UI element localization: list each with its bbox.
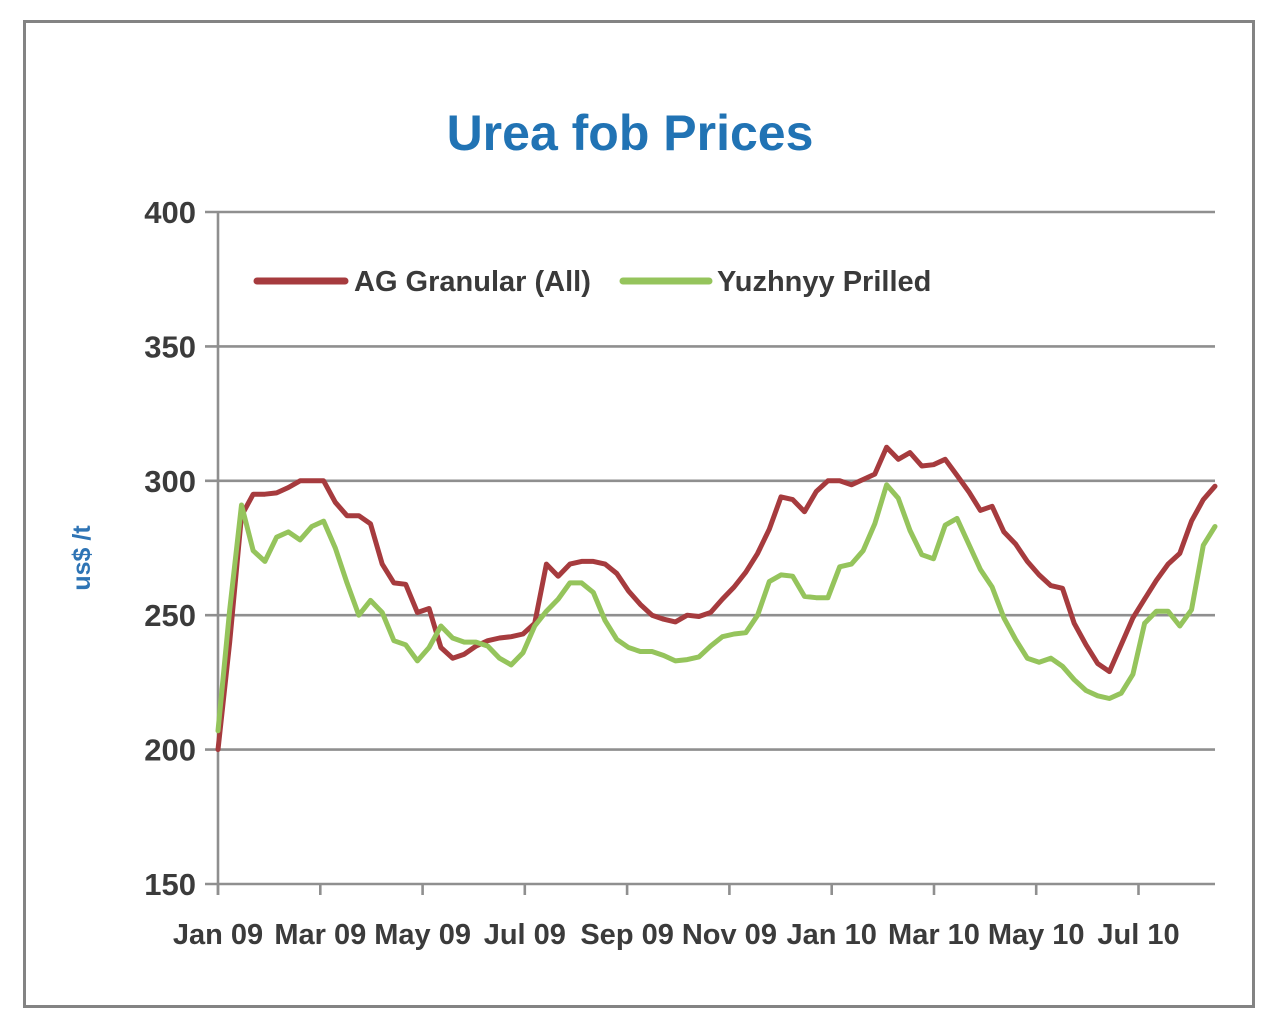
- x-tick-label-Mar-09: Mar 09: [274, 919, 366, 951]
- y-tick-label-350: 350: [144, 329, 196, 364]
- plot-area: 400 350 300 250 200 150 Jan 09 Mar 09 May 09 Jul …: [144, 195, 1218, 951]
- legend-label-yuzhnyy: Yuzhnyy Prilled: [717, 266, 931, 298]
- figure-border: [23, 20, 1255, 1008]
- chart-title: Urea fob Prices: [447, 105, 814, 161]
- y-tick-label-400: 400: [144, 195, 196, 230]
- series-line-ag-granular-all: [215, 444, 1218, 753]
- legend-label-ag-granular: AG Granular (All): [354, 266, 591, 298]
- x-tick-label-Jul-09: Jul 09: [484, 919, 566, 951]
- y-tick-label-200: 200: [144, 733, 196, 768]
- series-line-yuzhnyy-prilled: [215, 482, 1218, 734]
- x-tick-label-Jan-10: Jan 10: [787, 919, 877, 951]
- y-tick-label-300: 300: [144, 464, 196, 499]
- x-tick-label-Mar-10: Mar 10: [888, 919, 980, 951]
- y-tick-label-250: 250: [144, 598, 196, 633]
- y-tick-label-150: 150: [144, 867, 196, 902]
- x-tick-label-Jan-09: Jan 09: [173, 919, 263, 951]
- y-axis-title: us$ /t: [68, 525, 96, 591]
- x-tick-label-May-10: May 10: [988, 919, 1085, 951]
- legend: AG Granular (All) Yuzhnyy Prilled: [253, 266, 931, 298]
- x-tick-label-Jul-10: Jul 10: [1097, 919, 1179, 951]
- x-tick-label-Sep-09: Sep 09: [580, 919, 674, 951]
- x-tick-label-Nov-09: Nov 09: [682, 919, 777, 951]
- x-tick-label-May-09: May 09: [374, 919, 471, 951]
